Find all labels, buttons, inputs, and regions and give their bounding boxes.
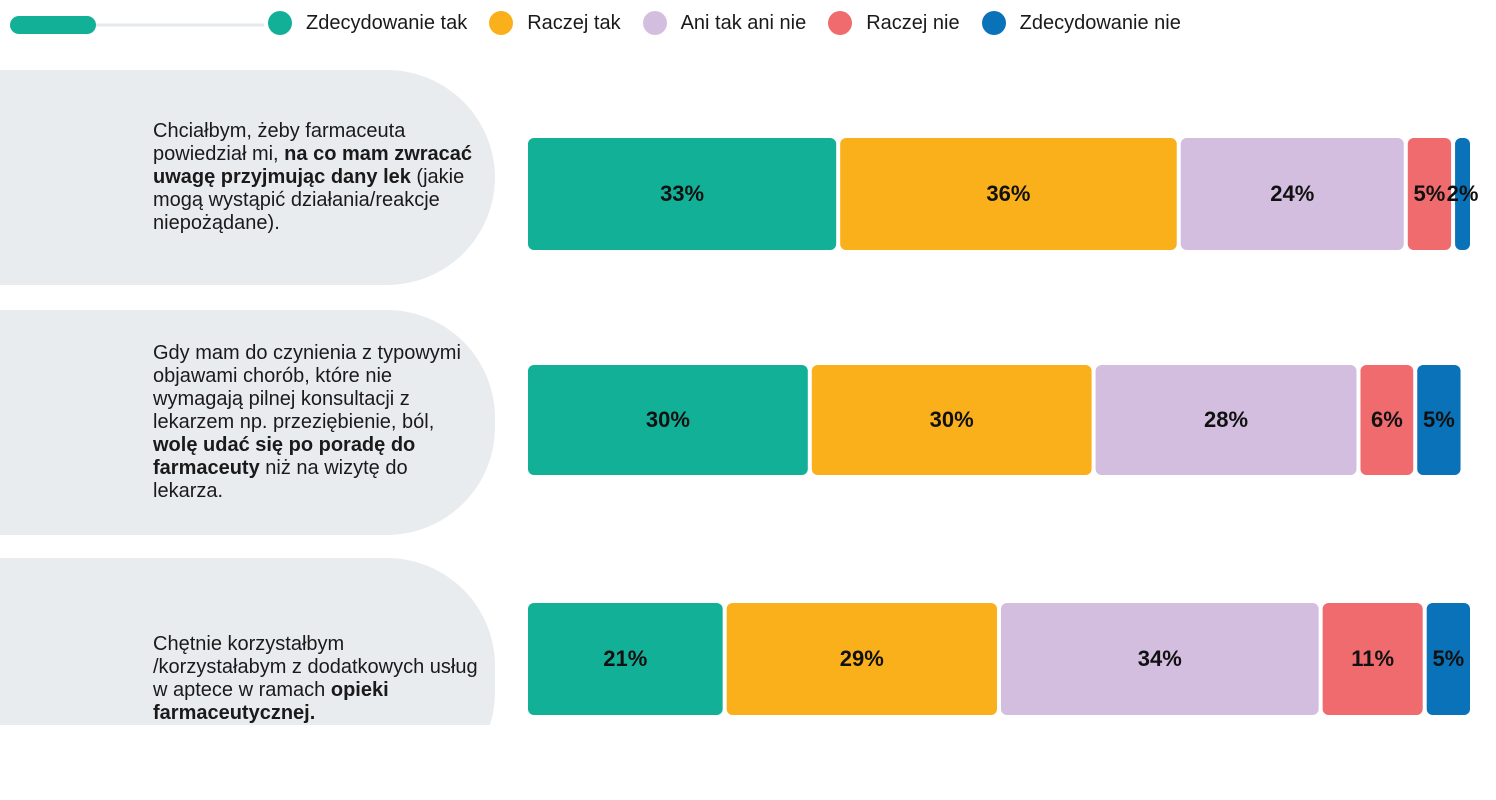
bar-segment [528,138,837,250]
legend-item: Raczej nie [828,11,960,35]
bar-segment [1455,138,1470,250]
value-label: 21% [603,646,647,671]
bar-segment [1417,365,1461,475]
legend-swatch [268,11,292,35]
legend-swatch [642,11,667,35]
legend-swatch [489,11,514,35]
question-emphasis: wolę udać się po poradę do farmaceuty [153,434,416,479]
value-label: 30% [930,407,974,432]
legend-item: Ani tak ani nie [642,11,807,35]
page: 33% 36% 24% 5% 2% 30% 30% 28% 6% 5% 21% 29% 34% 11% 5%… [0,11,1479,725]
legend-swatch [981,11,1006,35]
question-text: Gdy mam do czynienia z typowymi objawami… [153,310,483,535]
legend-label: Zdecydowanie tak [306,11,468,34]
bar-segment [811,365,1092,475]
question-part: Chętnie korzystałbym /korzystałabym z do… [153,633,478,701]
question-bubble [0,558,495,725]
bar-segment [528,603,723,715]
bar-segment [1407,138,1452,250]
value-label: 29% [840,646,884,671]
question-text: Chętnie korzystałbym /korzystałabym z do… [153,558,483,800]
legend-item: Zdecydowanie nie [981,11,1181,35]
chart: 33% 36% 24% 5% 2%30% 30% 28% 6% 5%21% 29% 34% 11% 5% [0,16,1479,725]
value-label: 30% [646,407,690,432]
value-label: 5% [1423,407,1455,432]
value-label: 2% [1447,181,1479,206]
value-label: 24% [1270,181,1314,206]
question-bubble [0,310,495,535]
question-part: Chciałbym, żeby farmaceuta powiedział mi… [153,120,406,165]
legend-item: Zdecydowanie tak [268,11,467,35]
legend-swatch [828,11,853,35]
question-body: Chętnie korzystałbym /korzystałabym z do… [153,633,483,725]
value-label: 5% [1414,181,1446,206]
question-bubble [0,70,495,285]
legend-item: Raczej tak [489,11,621,35]
question-part: Gdy mam do czynienia z typowymi objawami… [153,342,461,433]
question-body: Gdy mam do czynienia z typowymi objawami… [153,342,483,503]
question-part: niż na wizytę do lekarza. [153,457,408,502]
question-body: Chciałbym, żeby farmaceuta powiedział mi… [153,120,483,235]
legend-label: Zdecydowanie nie [1019,11,1181,34]
bar-segment [1426,603,1470,715]
bar-segment [840,138,1177,250]
bar-segment [1360,365,1414,475]
value-label: 6% [1371,407,1403,432]
value-label: 28% [1204,407,1248,432]
bar-segment [1322,603,1423,715]
progress-pill [10,16,96,34]
bar-segment [1001,603,1319,715]
value-label: 36% [986,181,1030,206]
value-label: 33% [660,181,704,206]
bar-segment [1095,365,1357,475]
question-emphasis: na co mam zwracać uwagę przyjmując dany … [153,143,473,188]
bar-segment [1180,138,1404,250]
value-label: 11% [1351,646,1394,671]
question-emphasis: opieki farmaceutycznej. [153,679,389,724]
bar-segment [726,603,997,715]
legend: Zdecydowanie tak Raczej tak Ani tak ani ni… [268,11,1203,35]
legend-label: Raczej nie [866,11,960,34]
question-part: (jakie mogą wystąpić działania/reakcje n… [153,166,465,234]
bar-segment [528,365,808,475]
value-label: 34% [1138,646,1182,671]
value-label: 5% [1432,646,1464,671]
legend-label: Ani tak ani nie [680,11,807,34]
question-text: Chciałbym, żeby farmaceuta powiedział mi… [153,70,483,285]
legend-label: Raczej tak [527,11,621,34]
